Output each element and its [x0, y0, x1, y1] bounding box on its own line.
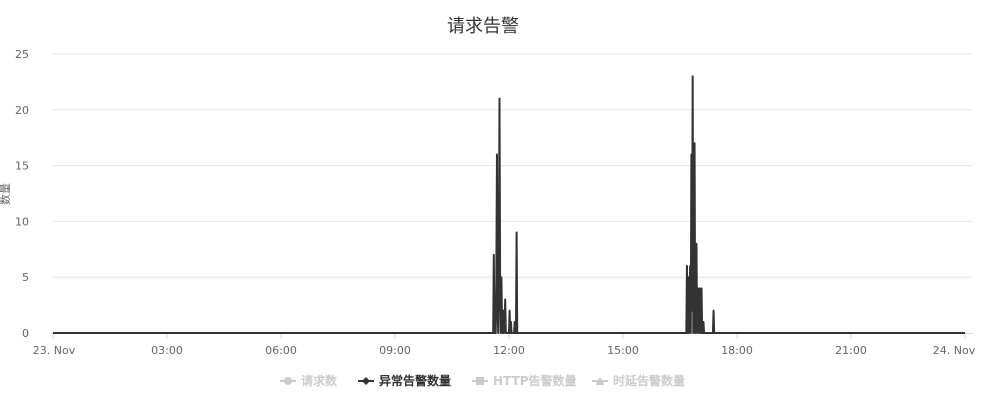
legend: 请求数 异常告警数量 HTTP告警数量 时延告警数量 — [280, 373, 685, 388]
legend-item[interactable]: 时延告警数量 — [592, 373, 685, 388]
legend-label: 异常告警数量 — [379, 373, 451, 388]
y-tick-label: 20 — [15, 104, 29, 117]
x-tick-label: 09:00 — [379, 344, 411, 357]
y-axis: 0 5 10 15 20 25 — [15, 48, 29, 340]
legend-label: 时延告警数量 — [613, 373, 685, 388]
triangle-marker-icon — [595, 377, 605, 385]
legend-item[interactable]: 异常告警数量 — [358, 373, 451, 388]
y-tick-label: 25 — [15, 48, 29, 61]
chart-title: 请求告警 — [447, 16, 519, 37]
series-line — [53, 75, 965, 334]
x-tick-label: 15:00 — [607, 344, 639, 357]
y-tick-label: 10 — [15, 215, 29, 228]
legend-label: 请求数 — [301, 373, 338, 388]
legend-item[interactable]: 请求数 — [280, 373, 338, 388]
legend-item[interactable]: HTTP告警数量 — [472, 373, 577, 388]
diamond-marker-icon — [362, 377, 370, 385]
series-layer — [53, 75, 965, 334]
x-tick-label: 21:00 — [835, 344, 867, 357]
x-tick-label: 23. Nov — [33, 344, 76, 357]
y-tick-label: 0 — [22, 327, 29, 340]
grid — [53, 53, 973, 278]
x-tick-label: 18:00 — [721, 344, 753, 357]
y-tick-label: 15 — [15, 160, 29, 173]
x-tick-label: 03:00 — [151, 344, 183, 357]
x-axis: 23. Nov 03:00 06:00 09:00 12:00 15:00 18:00 21:… — [33, 333, 976, 357]
y-tick-label: 5 — [22, 271, 29, 284]
legend-label: HTTP告警数量 — [493, 373, 577, 388]
circle-marker-icon — [284, 377, 292, 385]
y-axis-label: 数量 — [0, 183, 12, 205]
x-tick-label: 12:00 — [493, 344, 525, 357]
x-tick-label: 06:00 — [265, 344, 297, 357]
square-marker-icon — [476, 377, 484, 385]
x-tick-label: 24. Nov — [933, 344, 976, 357]
